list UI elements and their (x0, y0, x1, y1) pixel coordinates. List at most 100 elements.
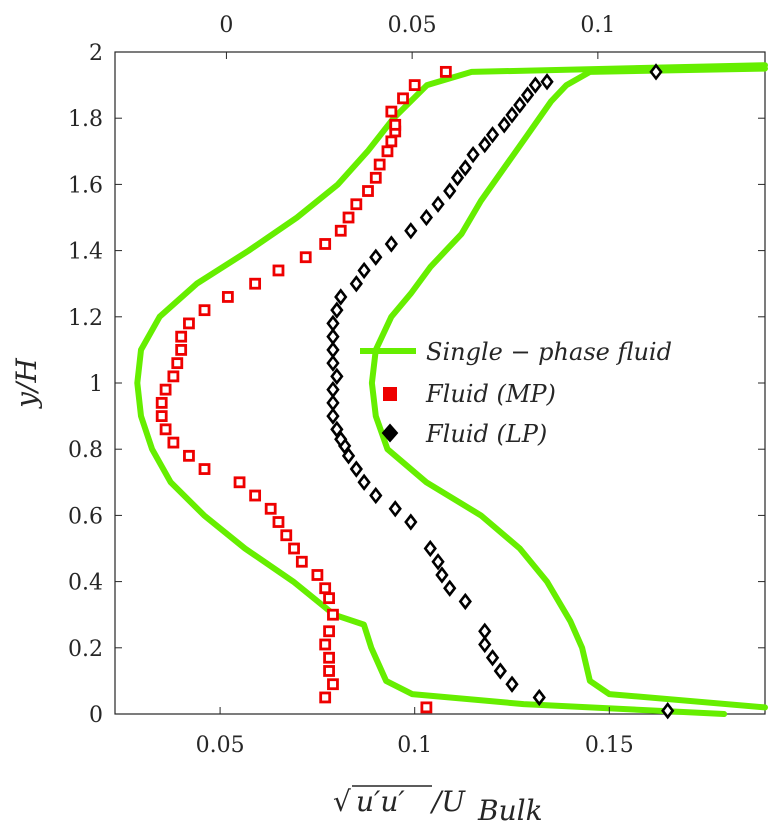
lp-point-13 (388, 500, 402, 518)
lp-point-38 (443, 182, 457, 200)
mp-point-7 (327, 608, 339, 621)
lp-point-10 (431, 553, 445, 571)
lp-point-7 (458, 592, 472, 611)
lp-point-49 (540, 73, 554, 91)
lp-point-6 (478, 622, 492, 640)
mp-point-28 (175, 330, 188, 343)
lp-point-35 (404, 222, 418, 240)
y-tick-label-3: 0.6 (68, 504, 103, 529)
mp-point-18 (198, 463, 211, 475)
mp-point-39 (362, 185, 374, 197)
mp-point-42 (381, 145, 394, 158)
y-axis-label: y/H (10, 358, 43, 410)
lp-point-5 (478, 635, 492, 654)
lp-point-3 (493, 662, 507, 680)
y-tick-label-10: 2 (89, 41, 103, 66)
mp-point-34 (299, 251, 312, 264)
y-tick-label-6: 1.2 (68, 306, 103, 331)
plot-frame (114, 51, 766, 715)
lp-point-22 (326, 394, 340, 412)
lp-point-48 (528, 76, 542, 94)
x-axis-label-radical: √ (333, 785, 351, 818)
mp-point-19 (183, 449, 195, 462)
mp-point-26 (171, 357, 184, 370)
lp-point-14 (369, 486, 383, 505)
mp-point-35 (319, 238, 332, 250)
y-tick-label-8: 1.6 (68, 173, 103, 198)
series-line-top (134, 62, 768, 717)
lp-point-42 (478, 136, 492, 154)
mp-point-1 (319, 691, 332, 704)
legend-diamond-swatch (381, 423, 399, 443)
lp-point-25 (326, 354, 340, 372)
lp-point-40 (458, 159, 472, 177)
mp-point-17 (233, 476, 246, 489)
mp-point-3 (323, 665, 335, 677)
x-bottom-tick-label-0: 0.05 (196, 733, 245, 758)
lp-point-2 (505, 675, 519, 693)
y-tick-label-0: 0 (89, 703, 103, 728)
mp-point-2 (327, 678, 339, 691)
mp-point-36 (334, 224, 347, 237)
lp-point-39 (450, 169, 465, 187)
lp-point-27 (326, 328, 340, 346)
lp-point-29 (330, 301, 344, 319)
x-bottom-tick-label-1: 0.1 (397, 733, 432, 758)
x-axis-label-rest: /U (429, 785, 466, 818)
lp-point-31 (349, 275, 363, 293)
series-layer (134, 62, 768, 720)
lp-point-0 (661, 702, 675, 720)
lp-point-44 (497, 116, 511, 134)
lp-point-20 (330, 420, 344, 438)
x-axis-top-ticks: 0 0.05 0.1 (219, 13, 615, 59)
lp-point-30 (334, 288, 348, 306)
mp-point-8 (323, 592, 335, 605)
mp-point-40 (369, 171, 382, 184)
lp-point-46 (513, 96, 527, 114)
mp-point-29 (183, 317, 195, 330)
mp-point-33 (272, 264, 285, 277)
lp-point-26 (326, 341, 340, 359)
mp-point-5 (319, 638, 332, 651)
mp-point-13 (280, 529, 293, 542)
mp-point-24 (159, 383, 172, 396)
lp-point-12 (404, 513, 418, 531)
x-axis-bottom-ticks: 0.05 0.1 0.15 (196, 707, 634, 758)
x-top-tick-label-2: 0.1 (580, 13, 615, 38)
lp-point-33 (369, 248, 383, 266)
x-axis-label: √ u′u′ /U Bulk (333, 785, 543, 827)
lp-point-11 (423, 539, 437, 558)
lp-point-9 (435, 566, 449, 584)
mp-point-32 (249, 277, 262, 290)
y-axis-ticks: 0 0.2 0.4 0.6 0.8 1 1.2 1.4 1.6 1.8 2 (68, 41, 765, 728)
lp-point-34 (384, 235, 398, 253)
mp-point-25 (167, 370, 180, 383)
mp-point-27 (175, 343, 188, 356)
mp-point-16 (249, 489, 262, 502)
lp-point-41 (466, 145, 480, 164)
mp-point-30 (198, 304, 211, 317)
mp-point-10 (311, 569, 324, 581)
lp-point-8 (443, 579, 457, 597)
x-top-tick-label-0: 0 (219, 13, 233, 38)
lp-point-50 (649, 63, 663, 81)
mp-point-31 (221, 291, 234, 303)
mp-point-47 (397, 92, 409, 105)
mp-point-37 (342, 211, 355, 224)
mp-point-46 (385, 105, 398, 118)
legend: Single − phase fluid Fluid (MP) Fluid (L… (360, 338, 672, 448)
lp-point-21 (326, 407, 340, 425)
lp-point-43 (485, 126, 500, 144)
mp-point-22 (155, 410, 168, 423)
y-tick-label-9: 1.8 (68, 107, 103, 132)
legend-label-single-phase: Single − phase fluid (426, 338, 672, 366)
mp-point-14 (272, 516, 285, 528)
lp-point-37 (431, 195, 445, 213)
y-tick-label-5: 1 (89, 372, 103, 397)
mp-point-15 (264, 502, 277, 515)
lp-point-24 (330, 367, 344, 386)
y-tick-label-7: 1.4 (68, 240, 103, 265)
lp-point-45 (505, 106, 519, 124)
mp-point-43 (385, 135, 398, 148)
mp-point-38 (350, 198, 363, 211)
